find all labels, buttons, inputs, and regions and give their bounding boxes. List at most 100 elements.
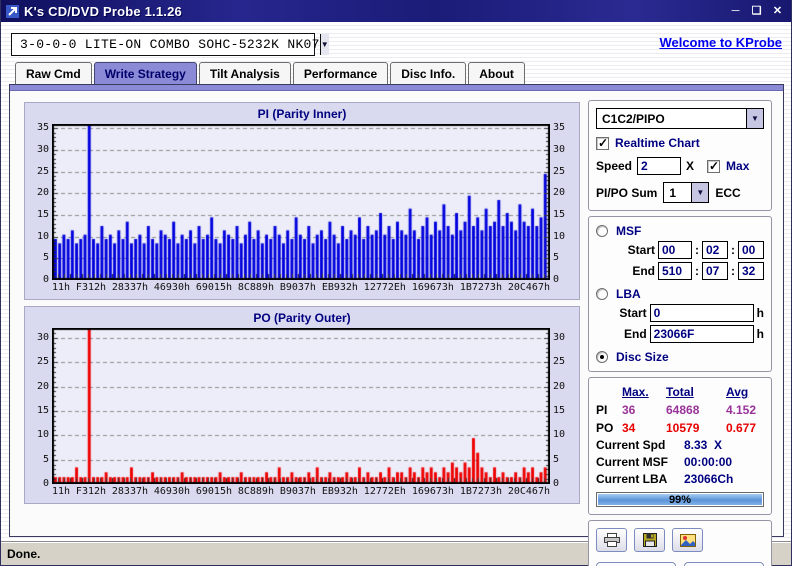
- error-stats-table: Max. Total Avg PI 36 64868 4.152 PO 34 1…: [596, 385, 764, 435]
- msf-end-frame-input[interactable]: [738, 262, 764, 280]
- results-box: Max. Total Avg PI 36 64868 4.152 PO 34 1…: [588, 377, 772, 515]
- time-separator: :: [731, 264, 735, 278]
- charts-column: PI (Parity Inner) 05101520253035 0510152…: [24, 102, 580, 528]
- speed-label: Speed: [596, 159, 632, 173]
- speed-unit-label: X: [686, 159, 694, 173]
- pi-max-value: 36: [622, 403, 666, 417]
- pipo-sum-label: PI/PO Sum: [596, 186, 657, 200]
- printer-icon: [603, 533, 621, 547]
- tab-content-panel: PI (Parity Inner) 05101520253035 0510152…: [9, 84, 784, 537]
- po-y-axis-left: 051015202530: [25, 328, 52, 484]
- pi-chart: PI (Parity Inner) 05101520253035 0510152…: [24, 102, 580, 300]
- current-lba-value: 23066Ch: [684, 472, 733, 486]
- progress-bar: 99%: [596, 492, 764, 507]
- msf-end-label: End: [632, 264, 655, 278]
- chevron-down-icon[interactable]: [746, 109, 763, 128]
- msf-start-min-input[interactable]: [658, 241, 692, 259]
- window-title: K's CD/DVD Probe 1.1.26: [24, 4, 182, 19]
- window-controls: ─ ❑ ✕: [727, 4, 786, 19]
- current-speed-value: 8.33 X: [684, 438, 722, 452]
- chevron-down-icon[interactable]: [691, 183, 708, 202]
- msf-start-frame-input[interactable]: [738, 241, 764, 259]
- actions-box: Stop Start: [588, 520, 772, 566]
- tab-disc-info[interactable]: Disc Info.: [390, 62, 466, 84]
- stats-header-avg: Avg: [726, 385, 764, 399]
- tab-raw-cmd[interactable]: Raw Cmd: [15, 62, 92, 84]
- po-chart: PO (Parity Outer) 051015202530 051015202…: [24, 306, 580, 504]
- pi-y-axis-right: 05101520253035: [550, 124, 577, 280]
- lba-start-label: Start: [619, 306, 646, 320]
- disc-size-radio[interactable]: [596, 351, 608, 363]
- tab-bar: Raw CmdWrite StrategyTilt AnalysisPerfor…: [15, 62, 525, 84]
- tab-about[interactable]: About: [468, 62, 525, 84]
- po-y-axis-right: 051015202530: [550, 328, 577, 484]
- drive-select-combo[interactable]: 3-0-0-0 LITE-ON COMBO SOHC-5232K NK07: [11, 33, 315, 56]
- tab-tilt-analysis[interactable]: Tilt Analysis: [199, 62, 291, 84]
- lba-end-input[interactable]: [650, 325, 754, 343]
- pi-chart-title: PI (Parity Inner): [25, 107, 579, 124]
- app-window: K's CD/DVD Probe 1.1.26 ─ ❑ ✕ 3-0-0-0 LI…: [0, 0, 792, 566]
- drive-select-value: 3-0-0-0 LITE-ON COMBO SOHC-5232K NK07: [12, 37, 320, 52]
- title-bar: K's CD/DVD Probe 1.1.26 ─ ❑ ✕: [1, 0, 791, 22]
- pi-x-axis: 11hF312h28337h46930h69015h8C889hB9037hEB…: [52, 282, 550, 293]
- lba-start-input[interactable]: [650, 304, 754, 322]
- tab-write-strategy[interactable]: Write Strategy: [94, 62, 197, 84]
- stats-header-total: Total: [666, 385, 726, 399]
- tab-performance[interactable]: Performance: [293, 62, 388, 84]
- current-msf-label: Current MSF: [596, 455, 684, 469]
- pi-chart-plot: [52, 124, 550, 280]
- pi-total-value: 64868: [666, 403, 726, 417]
- msf-start-sec-input[interactable]: [702, 241, 728, 259]
- save-button[interactable]: [634, 528, 665, 552]
- main-area: 3-0-0-0 LITE-ON COMBO SOHC-5232K NK07 We…: [1, 22, 791, 541]
- start-button[interactable]: Start: [684, 562, 764, 566]
- msf-end-min-input[interactable]: [658, 262, 692, 280]
- picture-icon: [680, 534, 696, 547]
- max-speed-label: Max: [726, 159, 749, 173]
- pipo-sum-combo[interactable]: 1: [663, 182, 709, 203]
- maximize-icon[interactable]: ❑: [748, 4, 765, 19]
- range-box: MSF Start : : End :: [588, 216, 772, 372]
- pi-y-axis-left: 05101520253035: [25, 124, 52, 280]
- mode-select-combo[interactable]: C1C2/PIPO: [596, 108, 764, 129]
- app-icon: [6, 5, 19, 18]
- mode-select-value: C1C2/PIPO: [602, 112, 665, 126]
- po-total-value: 10579: [666, 421, 726, 435]
- current-speed-label: Current Spd: [596, 438, 684, 452]
- po-avg-value: 0.677: [726, 421, 764, 435]
- print-button[interactable]: [596, 528, 627, 552]
- save-image-button[interactable]: [672, 528, 703, 552]
- chevron-down-icon[interactable]: [320, 34, 329, 55]
- lba-end-label: End: [624, 327, 647, 341]
- pi-row-label: PI: [596, 403, 622, 417]
- msf-end-sec-input[interactable]: [702, 262, 728, 280]
- pi-avg-value: 4.152: [726, 403, 764, 417]
- max-speed-checkbox[interactable]: [707, 160, 720, 173]
- test-settings-box: C1C2/PIPO Realtime Chart Speed X Max: [588, 100, 772, 211]
- disc-size-label: Disc Size: [616, 350, 669, 364]
- lba-radio[interactable]: [596, 288, 608, 300]
- close-icon[interactable]: ✕: [769, 4, 786, 19]
- controls-column: C1C2/PIPO Realtime Chart Speed X Max: [588, 100, 772, 528]
- stop-button[interactable]: Stop: [596, 562, 676, 566]
- current-lba-label: Current LBA: [596, 472, 684, 486]
- stats-header-max: Max.: [622, 385, 666, 399]
- msf-label: MSF: [616, 224, 641, 238]
- welcome-link[interactable]: Welcome to KProbe: [659, 35, 782, 50]
- hex-unit-label: h: [757, 306, 764, 320]
- speed-input[interactable]: [637, 157, 681, 175]
- pipo-sum-value: 1: [669, 186, 676, 200]
- po-max-value: 34: [622, 421, 666, 435]
- hex-unit-label: h: [757, 327, 764, 341]
- tab-accent-band: [10, 85, 783, 91]
- msf-radio[interactable]: [596, 225, 608, 237]
- floppy-disk-icon: [643, 533, 657, 547]
- realtime-chart-label: Realtime Chart: [615, 136, 700, 150]
- time-separator: :: [695, 264, 699, 278]
- status-text: Done.: [7, 547, 40, 561]
- po-chart-plot: [52, 328, 550, 484]
- lba-label: LBA: [616, 287, 641, 301]
- realtime-chart-checkbox[interactable]: [596, 137, 609, 150]
- progress-label: 99%: [597, 493, 763, 506]
- minimize-icon[interactable]: ─: [727, 4, 744, 19]
